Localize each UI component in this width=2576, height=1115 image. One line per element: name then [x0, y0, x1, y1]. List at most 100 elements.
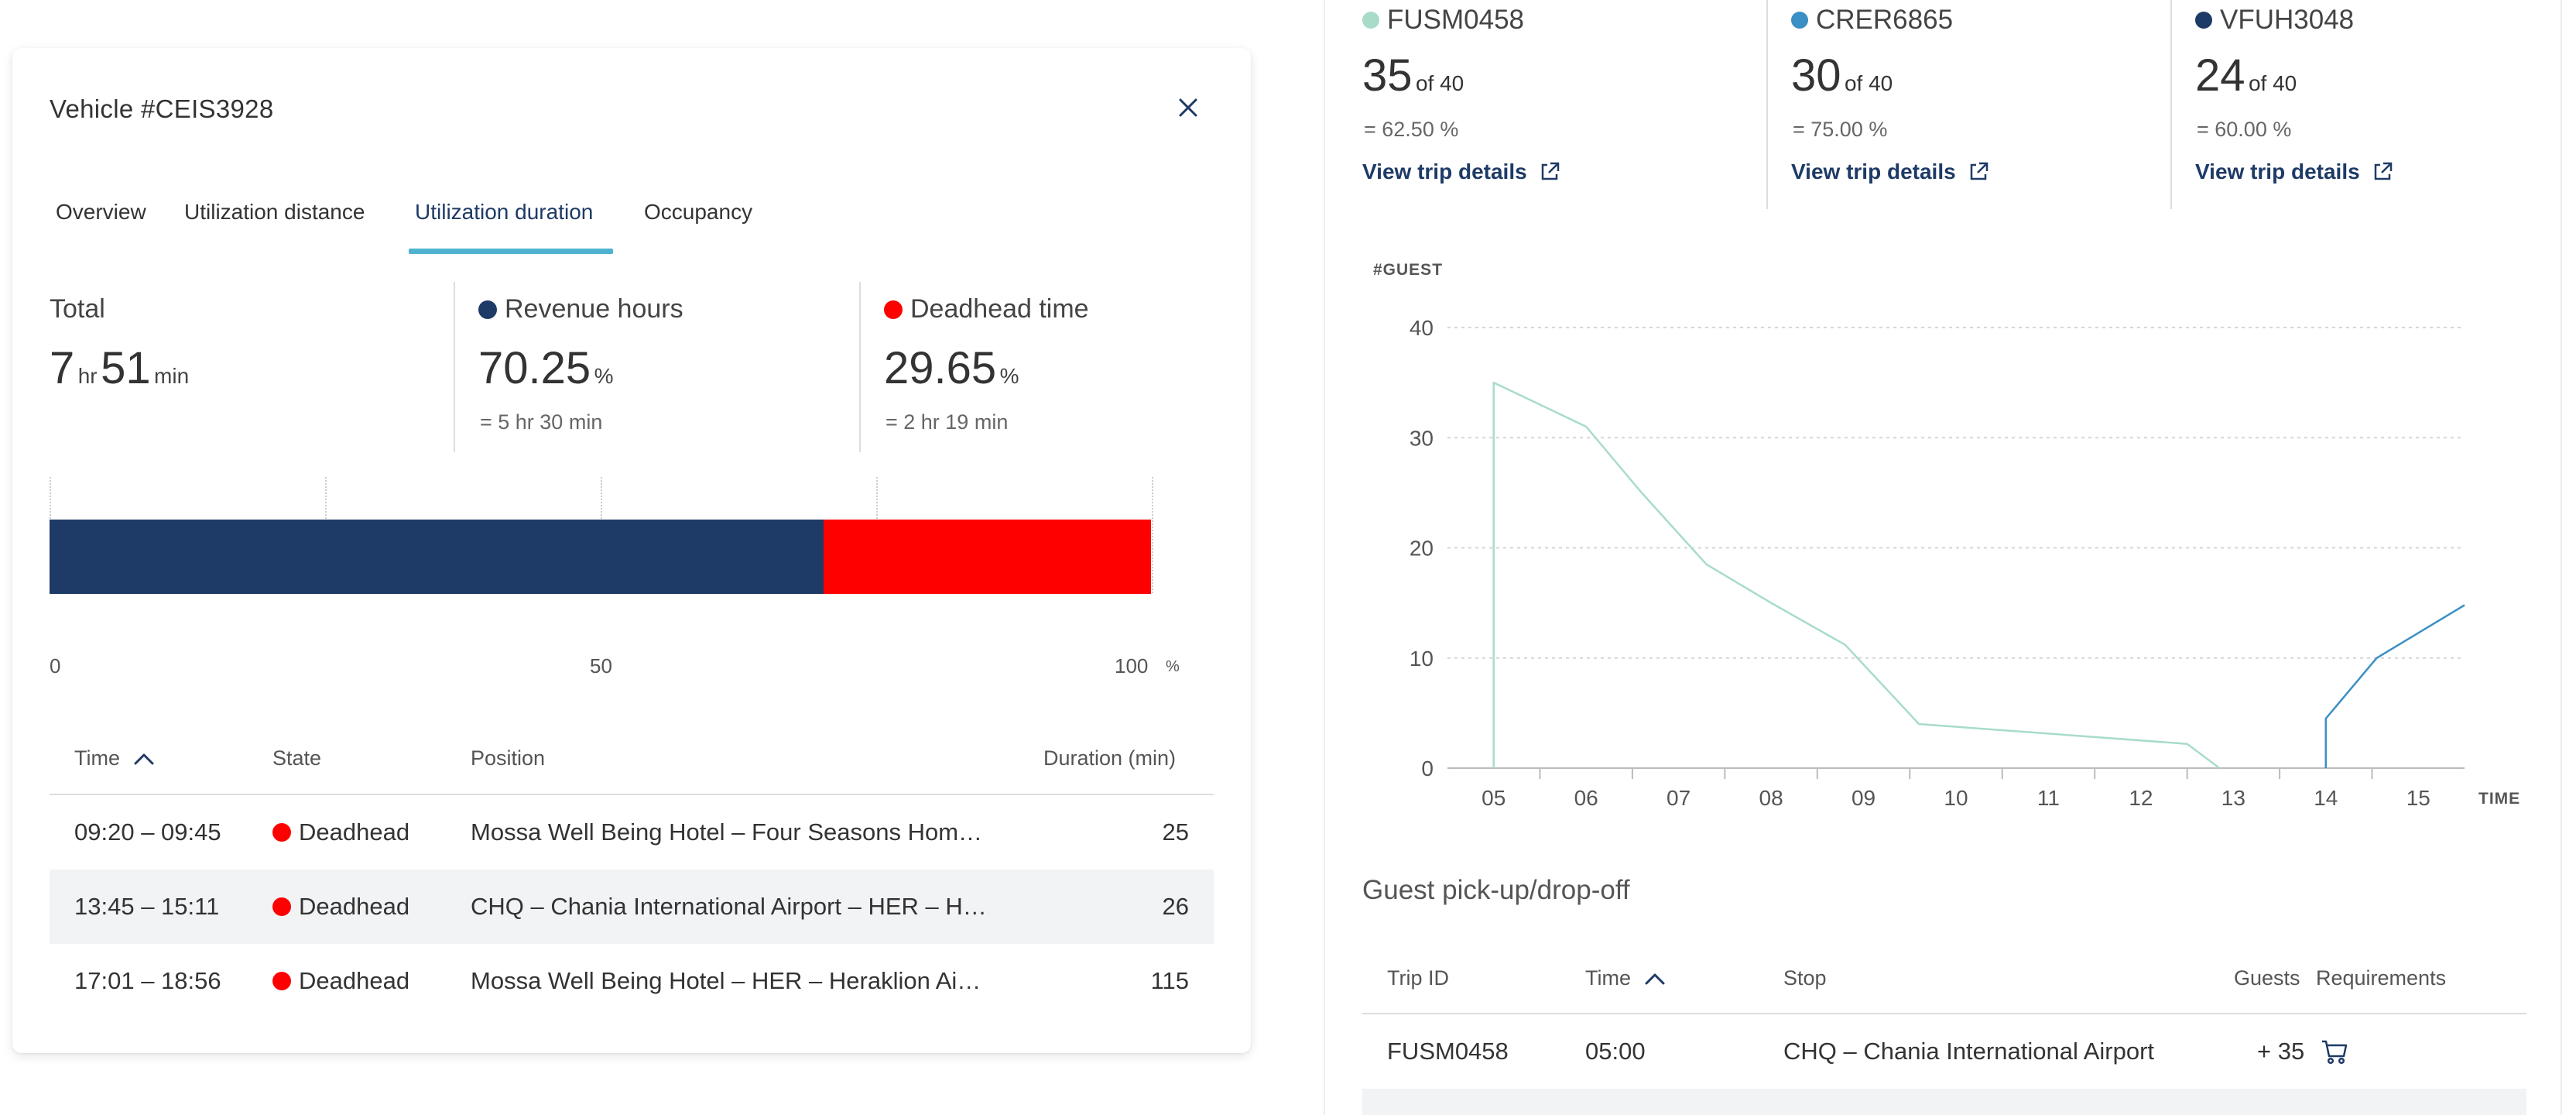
column-header-time[interactable]: Time [74, 746, 156, 770]
table-row[interactable]: 09:20 – 09:45 Deadhead Mossa Well Being … [50, 795, 1214, 870]
series-dot-icon [2195, 12, 2212, 29]
x-tick-label: 08 [1759, 786, 1783, 810]
bar-axis-label-100: 100 [1115, 654, 1148, 678]
x-tick-label: 10 [1944, 786, 1968, 810]
y-tick-label: 40 [1410, 316, 1434, 340]
sort-ascending-icon [132, 751, 156, 767]
table-row[interactable]: 13:45 – 15:11 Deadhead CHQ – Chania Inte… [50, 870, 1214, 944]
guest-section-title: Guest pick-up/drop-off [1362, 875, 1630, 906]
row-state: Deadhead [272, 870, 409, 944]
table-row[interactable]: 17:01 – 18:56 Deadhead Mossa Well Being … [50, 944, 1214, 1018]
deadhead-bar [824, 520, 1150, 594]
column-header-guests[interactable]: Guests [2234, 966, 2300, 990]
vehicle-name-fusm0458: FUSM0458 [1362, 5, 1524, 36]
vehicle-name-crer6865: CRER6865 [1791, 5, 1953, 36]
deadhead-time-label: Deadhead time [884, 294, 1089, 324]
stat-divider [859, 282, 861, 452]
total-value: 7 hr 51 min [50, 342, 189, 394]
guest-table-row[interactable]: FUSM0458 05:00 CHQ – Chania Internationa… [1362, 1014, 2526, 1089]
row-state: Deadhead [272, 944, 409, 1018]
x-tick-label: 09 [1852, 786, 1875, 810]
guest-row-requirements [2319, 1014, 2350, 1089]
y-tick-label: 10 [1410, 647, 1434, 671]
y-axis-title: #GUEST [1373, 261, 1443, 279]
vehicle-percent: = 75.00 % [1793, 118, 1887, 142]
x-tick-label: 15 [2406, 786, 2430, 810]
external-link-icon [1538, 160, 1561, 184]
row-duration: 26 [1163, 870, 1189, 944]
revenue-hours-sub: = 5 hr 30 min [480, 410, 602, 434]
stat-divider [454, 282, 455, 452]
series-line-crer6865 [2326, 606, 2465, 769]
series-dot-icon [1362, 12, 1379, 29]
deadhead-time-value: 29.65 % [884, 342, 1019, 394]
x-tick-label: 06 [1574, 786, 1598, 810]
sort-ascending-icon [1643, 971, 1667, 986]
guest-row-trip-id: FUSM0458 [1387, 1014, 1509, 1089]
tab-overview[interactable]: Overview [56, 200, 146, 225]
vehicle-percent: = 60.00 % [2197, 118, 2291, 142]
row-time: 09:20 – 09:45 [74, 795, 221, 870]
vehicle-name-vfuh3048: VFUH3048 [2195, 5, 2354, 36]
close-icon [1178, 98, 1198, 118]
vehicle-percent: = 62.50 % [1364, 118, 1458, 142]
x-tick-label: 05 [1482, 786, 1506, 810]
bar-axis-label-50: 50 [590, 654, 612, 678]
deadhead-dot-icon [272, 823, 291, 842]
vehicle-divider [1766, 0, 1768, 209]
external-link-icon [2371, 160, 2394, 184]
occupancy-line-chart: #GUEST 0 10 20 30 40 05 06 07 08 09 10 11 12 13 14 15 TIM… [1362, 248, 2539, 836]
row-time: 13:45 – 15:11 [74, 870, 219, 944]
x-tick-label: 07 [1667, 786, 1690, 810]
row-duration: 25 [1163, 795, 1189, 870]
view-trip-details-link[interactable]: View trip details [2195, 160, 2394, 184]
tab-occupancy[interactable]: Occupancy [644, 200, 752, 225]
column-header-duration[interactable]: Duration (min) [1043, 746, 1176, 770]
revenue-hours-label: Revenue hours [478, 294, 683, 324]
column-header-requirements[interactable]: Requirements [2316, 966, 2446, 990]
x-tick-label: 11 [2037, 786, 2060, 810]
guest-table-row[interactable] [1362, 1089, 2526, 1115]
active-tab-indicator [409, 249, 613, 254]
column-header-position[interactable]: Position [471, 746, 545, 770]
guest-row-guests: + 35 [2257, 1014, 2304, 1089]
deadhead-dot-icon [884, 300, 903, 319]
revenue-bar [50, 520, 824, 594]
deadhead-dot-icon [272, 972, 291, 990]
row-state: Deadhead [272, 795, 409, 870]
bar-gridline [1152, 477, 1153, 593]
view-trip-details-link[interactable]: View trip details [1362, 160, 1561, 184]
x-tick-label: 14 [2314, 786, 2338, 810]
bar-axis-label-0: 0 [50, 654, 60, 678]
revenue-dot-icon [478, 300, 497, 319]
column-header-state[interactable]: State [272, 746, 321, 770]
row-position: Mossa Well Being Hotel – HER – Heraklion… [471, 944, 981, 1018]
y-tick-label: 30 [1410, 426, 1434, 450]
vehicle-count: 30 of 40 [1791, 50, 1893, 101]
view-trip-details-link[interactable]: View trip details [1791, 160, 1990, 184]
y-tick-label: 20 [1410, 537, 1434, 561]
deadhead-dot-icon [272, 897, 291, 916]
row-duration: 115 [1151, 944, 1189, 1018]
guest-row-time: 05:00 [1585, 1014, 1646, 1089]
vehicle-count: 35 of 40 [1362, 50, 1464, 101]
column-header-stop[interactable]: Stop [1783, 966, 1827, 990]
close-button[interactable] [1172, 91, 1204, 124]
external-link-icon [1967, 160, 1990, 184]
deadhead-time-sub: = 2 hr 19 min [886, 410, 1008, 434]
x-tick-label: 12 [2129, 786, 2153, 810]
column-header-trip-id[interactable]: Trip ID [1387, 966, 1449, 990]
vehicle-divider [2170, 0, 2172, 209]
row-position: CHQ – Chania International Airport – HER… [471, 870, 987, 944]
y-tick-label: 0 [1421, 756, 1434, 780]
revenue-hours-value: 70.25 % [478, 342, 614, 394]
column-header-time[interactable]: Time [1585, 966, 1667, 990]
total-label: Total [50, 294, 105, 324]
tab-utilization-duration[interactable]: Utilization duration [415, 200, 593, 225]
row-time: 17:01 – 18:56 [74, 944, 221, 1018]
tab-utilization-distance[interactable]: Utilization distance [184, 200, 365, 225]
panel-separator [1324, 0, 1325, 1115]
panel-edge [2561, 0, 2562, 1115]
vehicle-count: 24 of 40 [2195, 50, 2297, 101]
series-dot-icon [1791, 12, 1808, 29]
